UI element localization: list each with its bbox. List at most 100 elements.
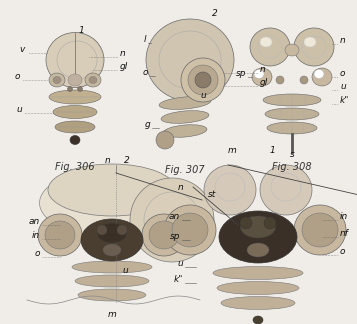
Circle shape — [264, 217, 276, 229]
Text: o: o — [340, 69, 346, 78]
Ellipse shape — [89, 76, 97, 84]
Ellipse shape — [149, 221, 179, 249]
Ellipse shape — [72, 261, 152, 273]
Text: k": k" — [340, 96, 350, 105]
Text: n: n — [260, 65, 266, 74]
Ellipse shape — [38, 214, 82, 256]
Ellipse shape — [55, 121, 95, 133]
Ellipse shape — [103, 244, 121, 256]
Text: u: u — [177, 259, 183, 268]
Ellipse shape — [142, 214, 186, 256]
Text: o: o — [142, 68, 148, 77]
Ellipse shape — [213, 267, 303, 280]
Ellipse shape — [314, 70, 324, 78]
Text: l: l — [144, 35, 146, 44]
Text: k": k" — [174, 275, 183, 284]
Ellipse shape — [53, 106, 97, 119]
Ellipse shape — [164, 205, 216, 255]
Circle shape — [156, 131, 174, 149]
Ellipse shape — [294, 28, 334, 66]
Text: u: u — [340, 82, 346, 91]
Circle shape — [276, 76, 284, 84]
Circle shape — [240, 217, 252, 229]
Ellipse shape — [253, 316, 263, 324]
Ellipse shape — [263, 94, 321, 106]
Text: n: n — [120, 49, 126, 58]
Ellipse shape — [221, 296, 295, 309]
Ellipse shape — [285, 44, 299, 56]
Text: an: an — [169, 212, 180, 221]
Text: in: in — [340, 212, 348, 221]
Circle shape — [188, 65, 218, 95]
Text: 2: 2 — [124, 156, 130, 165]
Circle shape — [97, 225, 107, 235]
Ellipse shape — [48, 164, 176, 216]
Text: Fig. 306: Fig. 306 — [55, 162, 95, 172]
Text: u: u — [16, 105, 22, 114]
Circle shape — [77, 87, 82, 91]
Text: st: st — [208, 190, 216, 199]
Circle shape — [117, 225, 127, 235]
Ellipse shape — [85, 73, 101, 87]
Text: sp: sp — [236, 69, 246, 78]
Ellipse shape — [163, 125, 207, 137]
Text: n: n — [177, 183, 183, 192]
Ellipse shape — [46, 32, 104, 87]
Ellipse shape — [247, 243, 269, 257]
Text: 1: 1 — [78, 26, 84, 35]
Ellipse shape — [254, 70, 264, 78]
Ellipse shape — [241, 216, 276, 238]
Circle shape — [195, 72, 211, 88]
Ellipse shape — [260, 37, 272, 47]
Ellipse shape — [70, 135, 80, 145]
Circle shape — [181, 58, 225, 102]
Text: gl: gl — [120, 62, 128, 71]
Text: m: m — [227, 146, 236, 155]
Text: in: in — [32, 231, 40, 240]
Text: Fig. 308: Fig. 308 — [272, 162, 312, 172]
Ellipse shape — [312, 68, 332, 86]
Text: o: o — [340, 247, 346, 256]
Ellipse shape — [159, 97, 211, 110]
Ellipse shape — [260, 165, 312, 215]
Ellipse shape — [204, 165, 256, 215]
Text: s: s — [290, 150, 295, 159]
Ellipse shape — [68, 74, 82, 86]
Text: m: m — [107, 310, 116, 319]
Text: 1: 1 — [270, 146, 276, 155]
Ellipse shape — [219, 211, 297, 263]
Ellipse shape — [75, 275, 149, 287]
Text: n: n — [104, 156, 110, 165]
Ellipse shape — [45, 221, 75, 249]
Ellipse shape — [267, 122, 317, 134]
Text: g: g — [144, 120, 150, 129]
Ellipse shape — [252, 68, 272, 86]
Text: sp: sp — [170, 232, 180, 241]
Ellipse shape — [81, 219, 143, 261]
Ellipse shape — [294, 205, 346, 255]
Ellipse shape — [49, 73, 65, 87]
Circle shape — [300, 76, 308, 84]
Ellipse shape — [302, 213, 338, 247]
Text: o: o — [15, 72, 20, 81]
Text: n: n — [340, 36, 346, 45]
Ellipse shape — [304, 37, 316, 47]
Circle shape — [67, 87, 72, 91]
Text: an: an — [29, 217, 40, 226]
Text: 2: 2 — [212, 9, 218, 18]
Ellipse shape — [250, 28, 290, 66]
Text: o: o — [35, 249, 40, 258]
Text: nf: nf — [340, 229, 349, 238]
Ellipse shape — [146, 19, 234, 101]
Text: v: v — [20, 45, 25, 54]
Ellipse shape — [49, 90, 101, 104]
Text: u: u — [122, 266, 128, 275]
Ellipse shape — [172, 213, 208, 247]
Ellipse shape — [265, 108, 319, 120]
Ellipse shape — [78, 289, 146, 301]
Text: u: u — [200, 91, 206, 100]
Ellipse shape — [40, 169, 185, 237]
Ellipse shape — [97, 223, 127, 243]
Ellipse shape — [161, 111, 209, 123]
Text: Fig. 307: Fig. 307 — [165, 165, 205, 175]
